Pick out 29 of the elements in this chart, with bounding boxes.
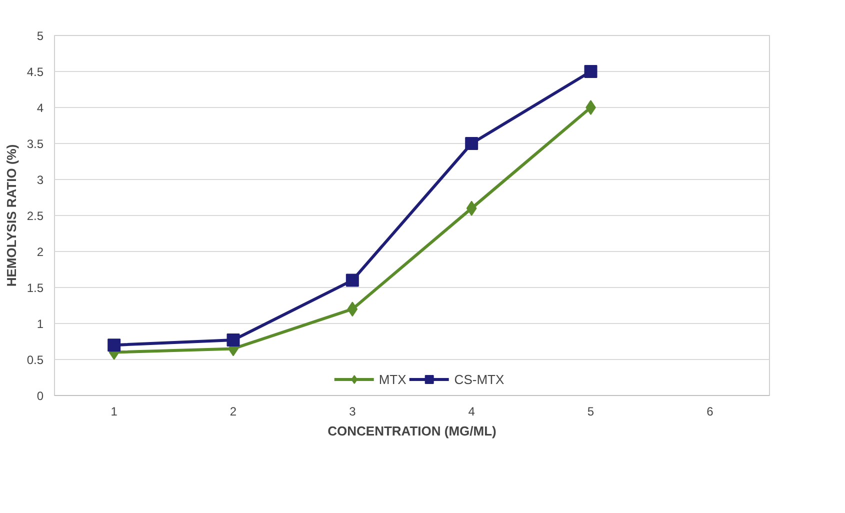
x-tick-label: 2 bbox=[230, 404, 237, 418]
point bbox=[465, 137, 478, 150]
y-axis-title: HEMOLYSIS RATIO (%) bbox=[4, 144, 19, 287]
y-tick-label: 0.5 bbox=[26, 353, 44, 367]
point bbox=[108, 338, 121, 352]
y-tick-label: 4 bbox=[36, 101, 44, 115]
x-tick-label: 5 bbox=[587, 404, 594, 418]
y-tick-label: 4.5 bbox=[26, 65, 44, 79]
point bbox=[347, 302, 358, 317]
point bbox=[346, 274, 359, 287]
point bbox=[226, 334, 240, 347]
point bbox=[586, 100, 596, 115]
x-axis-title: CONCENTRATION (MG/ML) bbox=[328, 424, 496, 438]
x-tick-label: 6 bbox=[706, 404, 714, 418]
x-tick-label: 1 bbox=[110, 404, 118, 418]
y-tick-label: 1.5 bbox=[26, 281, 44, 295]
x-tick-label: 4 bbox=[468, 404, 476, 418]
y-tick-label: 2.5 bbox=[26, 209, 44, 223]
y-tick-label: 1 bbox=[36, 317, 44, 331]
y-tick-label: 3.5 bbox=[26, 137, 44, 151]
point bbox=[466, 200, 477, 216]
x-tick-label: 3 bbox=[349, 404, 356, 418]
legend-label: MTX bbox=[378, 372, 406, 386]
point bbox=[584, 65, 598, 78]
y-tick-label: 5 bbox=[36, 29, 44, 43]
y-tick-label: 0 bbox=[36, 389, 44, 403]
legend-label: CS-MTX bbox=[454, 372, 504, 386]
y-tick-label: 2 bbox=[36, 245, 44, 259]
y-tick-label: 3 bbox=[36, 173, 44, 187]
